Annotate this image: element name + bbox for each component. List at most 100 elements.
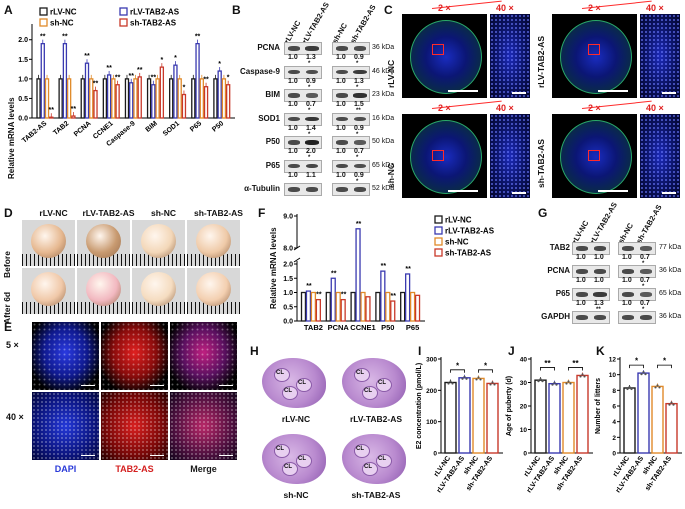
blot-band	[287, 187, 301, 192]
blot-value: 1.0	[622, 277, 632, 284]
a-bar	[62, 43, 68, 119]
panel-letter-j: J	[508, 344, 515, 358]
blot-value: 1.0	[288, 54, 298, 61]
c-scalebar	[662, 192, 676, 194]
c-zoom-box	[432, 150, 444, 161]
d-ruler	[77, 254, 130, 266]
i-sig-bracket	[450, 369, 465, 373]
panel-h-histology: CL CL CL rLV-NC CL CL CL rLV-TAB2-AS CL CL CL sh-NC…	[250, 340, 420, 509]
i-point	[447, 382, 450, 385]
c-high-mag-image	[640, 14, 680, 98]
j-point	[551, 383, 554, 386]
e-column-label: Merge	[190, 464, 217, 474]
panel-e-fish: 5 × 40 × DAPI TAB2-AS Merge	[0, 320, 245, 509]
c-nuclei-texture	[640, 14, 680, 98]
a-bar	[58, 78, 63, 119]
blot-value: 0.7	[640, 277, 650, 284]
f-legend-swatch	[434, 215, 443, 224]
k-point	[640, 373, 643, 376]
j-ytick-label: 10	[520, 427, 528, 434]
a-bar	[159, 66, 165, 119]
blot-value: 1.0	[336, 101, 346, 108]
h-ovary-section	[262, 434, 326, 484]
j-ytick-label: 30	[520, 380, 528, 387]
i-point	[465, 377, 468, 380]
h-cl-label: CL	[298, 456, 306, 462]
blot-kda: 46 kDa	[372, 67, 395, 75]
blot-row-name: SOD1	[258, 113, 280, 123]
blot-band	[575, 246, 589, 251]
d-ruler	[22, 254, 75, 266]
a-bar	[177, 78, 182, 119]
d-column-label: rLV-TAB2-AS	[82, 208, 135, 218]
blot-band	[593, 315, 607, 320]
d-ovary-photo	[22, 268, 75, 314]
k-ytick-label: 6	[612, 404, 616, 411]
k-point	[668, 403, 671, 406]
a-legend-swatch	[119, 18, 128, 27]
h-histology-image: CL CL CL	[256, 430, 332, 488]
j-point	[539, 378, 542, 381]
f-sig-label: **	[381, 263, 387, 270]
i-ytick-label: 0	[433, 451, 437, 458]
c-nuclei-texture	[640, 114, 680, 198]
c-zoom-box	[588, 44, 600, 55]
blot-value: 0.9	[354, 124, 364, 132]
blot-box	[284, 159, 322, 173]
h-corpus-luteum	[274, 444, 290, 458]
i-point	[461, 377, 464, 380]
blot-sig: *	[642, 307, 645, 313]
d-ovary-photo	[77, 220, 130, 266]
a-bar	[137, 76, 142, 119]
d-ovary-photo	[187, 268, 240, 314]
blot-box	[618, 288, 656, 301]
f-ytick-label: 0.0	[283, 319, 293, 326]
blot-box	[284, 89, 322, 102]
blot-band	[621, 246, 635, 251]
h-cl-label: CL	[298, 380, 306, 386]
e-image	[32, 322, 99, 390]
blot-value: 1.0	[336, 77, 346, 85]
a-sig-label: *	[174, 55, 177, 62]
a-bar	[191, 78, 196, 119]
f-bar	[305, 290, 312, 322]
f-bar	[300, 291, 307, 322]
a-bar	[151, 84, 156, 119]
e-texture	[101, 392, 168, 460]
blot-sig: *	[308, 131, 311, 138]
h-ovary-section	[342, 434, 406, 484]
blot-band	[287, 69, 301, 75]
a-bar	[203, 86, 209, 119]
j-point	[555, 383, 558, 386]
f-bar	[350, 291, 356, 322]
e-texture	[170, 322, 237, 390]
a-bar	[115, 84, 120, 119]
blot-value: 1.0	[336, 54, 346, 61]
e-image	[170, 392, 237, 460]
a-sig-label: **	[115, 75, 121, 82]
c-scalebar	[448, 190, 478, 192]
panel-letter-e: E	[4, 320, 13, 334]
a-bar	[173, 64, 178, 119]
blot-band	[353, 163, 367, 169]
i-point	[491, 381, 494, 384]
blot-kda: 65 kDa	[659, 290, 682, 297]
c-row-label: rLV-TAB2-AS	[536, 35, 546, 88]
blot-kda: 50 kDa	[372, 138, 395, 145]
a-sig-label: **	[151, 75, 157, 82]
c-scalebar	[512, 192, 526, 194]
blot-kda: 65 kDa	[372, 161, 395, 169]
h-cl-label: CL	[276, 446, 284, 452]
blot-value: 2.0	[306, 148, 316, 155]
e-scalebar	[219, 384, 233, 386]
a-sig-label: **	[137, 67, 143, 74]
c-mag-high-label: 40 ×	[496, 3, 514, 13]
f-legend-label: rLV-NC	[445, 216, 472, 225]
f-ytick-label: 1.0	[283, 290, 293, 297]
f-sig-label: **	[341, 292, 347, 299]
j-point	[567, 380, 570, 383]
c-row-label: sh-TAB2-AS	[536, 139, 546, 188]
d-ovary	[141, 224, 176, 258]
a-category-label: PCNA	[73, 120, 93, 138]
